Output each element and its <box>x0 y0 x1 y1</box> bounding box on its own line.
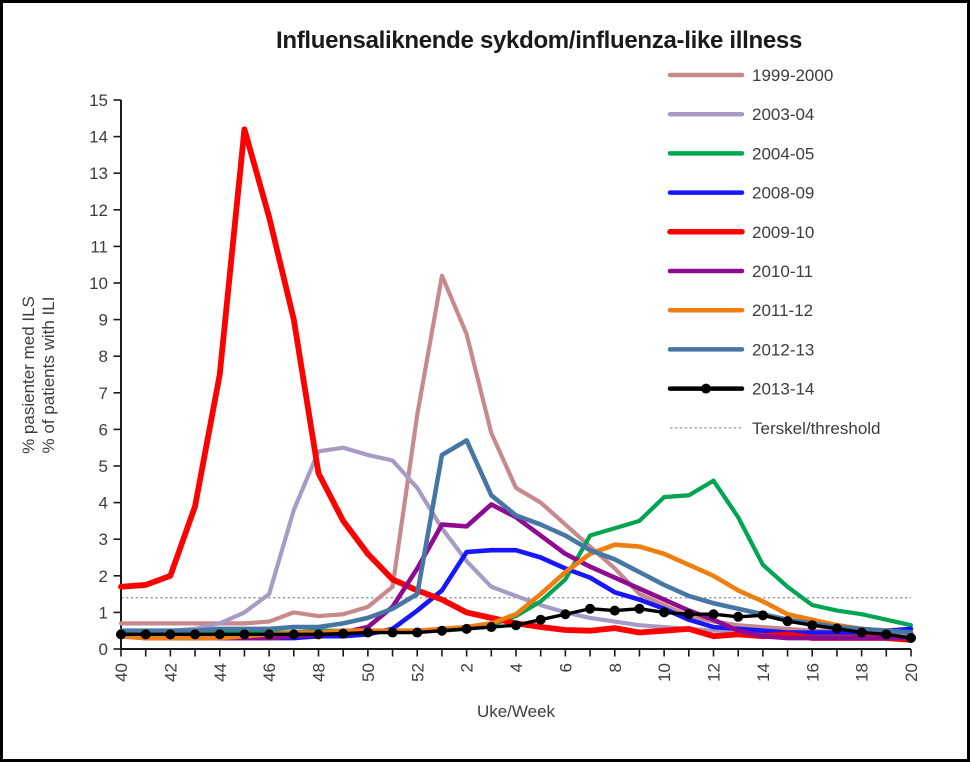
series-marker-2013-14 <box>412 627 423 638</box>
series-marker-2013-14 <box>585 603 596 614</box>
y-tick-label: 2 <box>99 567 108 586</box>
series-marker-2013-14 <box>387 627 398 638</box>
x-tick-label: 42 <box>161 663 180 682</box>
series-marker-2013-14 <box>609 605 620 616</box>
series-marker-2013-14 <box>733 611 744 622</box>
x-tick-label: 48 <box>310 663 329 682</box>
legend-label-2012-13: 2012-13 <box>752 340 814 359</box>
legend-marker-2013-14 <box>701 383 711 394</box>
series-marker-2013-14 <box>511 620 521 631</box>
x-tick-label: 8 <box>606 663 625 672</box>
legend-label-2009-10: 2009-10 <box>752 223 814 242</box>
y-tick-label: 14 <box>89 128 108 147</box>
series-marker-2013-14 <box>906 633 916 644</box>
y-tick-label: 11 <box>90 237 108 256</box>
series-marker-2013-14 <box>486 622 497 633</box>
y-tick-label: 3 <box>99 530 108 549</box>
x-tick-label: 2 <box>458 663 477 672</box>
series-marker-2013-14 <box>214 629 225 640</box>
series-line-2003-04 <box>118 445 914 637</box>
legend-label-2008-09: 2008-09 <box>752 184 814 203</box>
series-marker-2013-14 <box>239 629 250 640</box>
legend-label-threshold: Terskel/threshold <box>752 419 881 438</box>
series-marker-2013-14 <box>264 629 275 640</box>
y-tick-label: 8 <box>99 347 108 366</box>
series-line-1999-2000 <box>118 273 914 635</box>
series-marker-2013-14 <box>165 629 176 640</box>
legend-label-2011-12: 2011-12 <box>752 301 813 320</box>
x-tick-label: 6 <box>556 663 575 672</box>
series-marker-2013-14 <box>190 629 201 640</box>
series-marker-2013-14 <box>708 609 719 620</box>
series-marker-2013-14 <box>288 629 299 640</box>
series-marker-2013-14 <box>881 629 892 640</box>
series-marker-2013-14 <box>831 623 842 634</box>
y-tick-label: 5 <box>99 457 108 476</box>
series-marker-2013-14 <box>116 629 126 640</box>
series-line-2004-05 <box>118 478 914 635</box>
series-marker-2013-14 <box>782 616 793 627</box>
y-axis-title-line1: % pasienter med ILS <box>19 296 38 454</box>
y-tick-label: 12 <box>89 201 108 220</box>
y-tick-label: 13 <box>89 164 108 183</box>
y-tick-label: 7 <box>99 384 108 403</box>
legend-label-1999-2000: 1999-2000 <box>752 66 833 85</box>
y-tick-label: 1 <box>99 603 108 622</box>
x-tick-label: 16 <box>803 663 822 682</box>
series-marker-2013-14 <box>436 625 447 636</box>
x-tick-label: 14 <box>754 663 773 682</box>
series-marker-2013-14 <box>634 603 645 614</box>
x-tick-label: 44 <box>211 663 230 682</box>
y-tick-label: 9 <box>99 311 108 330</box>
x-tick-label: 46 <box>260 663 279 682</box>
y-tick-label: 10 <box>89 274 108 293</box>
series-marker-2013-14 <box>807 620 818 631</box>
series-marker-2013-14 <box>757 610 768 621</box>
series-marker-2013-14 <box>362 627 373 638</box>
series-marker-2013-14 <box>535 614 546 625</box>
legend-label-2004-05: 2004-05 <box>752 144 814 163</box>
x-tick-label: 10 <box>655 663 674 682</box>
x-tick-label: 50 <box>359 663 378 682</box>
y-axis-title-line2: % of patients with ILI <box>39 297 58 454</box>
legend-label-2010-11: 2010-11 <box>752 262 813 281</box>
series-marker-2013-14 <box>683 609 694 620</box>
legend-label-2003-04: 2003-04 <box>752 105 814 124</box>
x-tick-label: 20 <box>902 663 921 682</box>
series-marker-2013-14 <box>313 629 324 640</box>
y-tick-label: 15 <box>89 91 108 110</box>
y-tick-label: 4 <box>99 494 108 513</box>
x-tick-label: 52 <box>408 663 427 682</box>
legend-label-2013-14: 2013-14 <box>752 380 814 399</box>
y-tick-label: 6 <box>99 420 108 439</box>
series-marker-2013-14 <box>856 627 867 638</box>
series-marker-2013-14 <box>461 623 472 634</box>
x-tick-label: 12 <box>705 663 724 682</box>
series-marker-2013-14 <box>140 629 151 640</box>
y-tick-label: 0 <box>99 640 108 659</box>
series-line-2012-13 <box>118 438 914 635</box>
series-marker-2013-14 <box>560 609 571 620</box>
x-tick-label: 18 <box>853 663 872 682</box>
x-axis-title: Uke/Week <box>477 702 556 721</box>
x-tick-label: 40 <box>112 663 131 682</box>
chart-title: Influensaliknende sykdom/influenza-like … <box>275 27 803 54</box>
series-marker-2013-14 <box>659 607 670 618</box>
x-tick-label: 4 <box>507 663 526 672</box>
series-marker-2013-14 <box>338 628 349 639</box>
